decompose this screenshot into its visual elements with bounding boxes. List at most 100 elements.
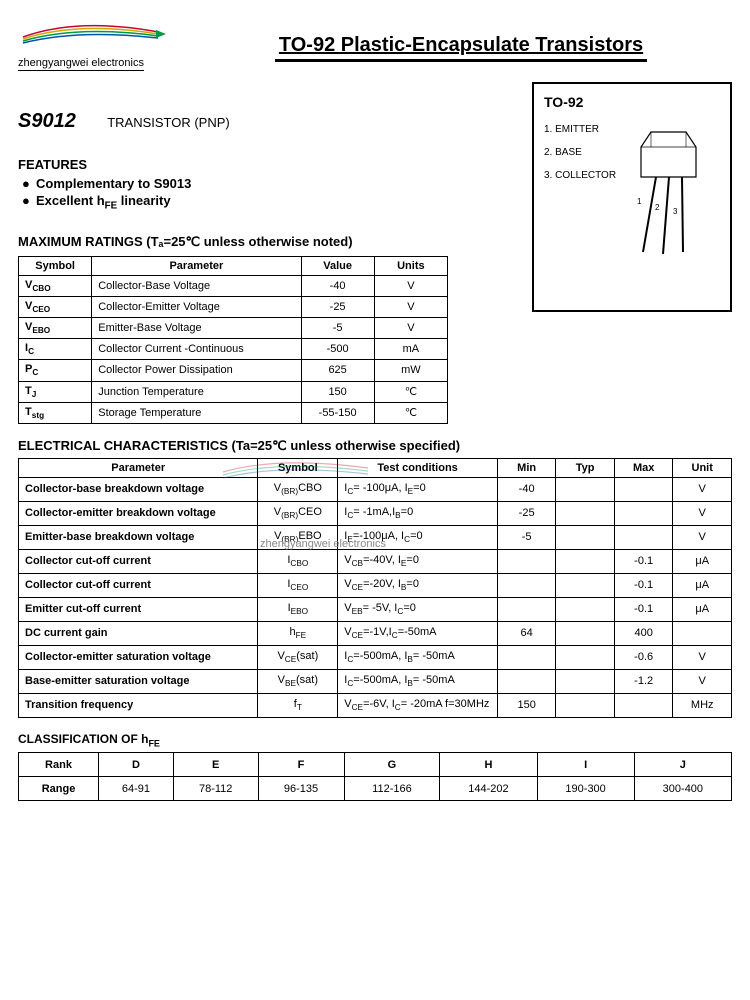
cell-value: -40 (301, 275, 374, 296)
cell-symbol: ICBO (258, 549, 338, 573)
cell-typ (556, 597, 615, 621)
cell-unit: ℃ (374, 402, 447, 423)
col-max: Max (614, 458, 673, 477)
col-unit: Unit (673, 458, 732, 477)
cell-min: -40 (497, 477, 556, 501)
feature-item: ●Excellent hFE linearity (22, 193, 514, 212)
title-wrap: TO-92 Plastic-Encapsulate Transistors (190, 34, 732, 62)
cell-max (614, 525, 673, 549)
cell-param: Collector-Emitter Voltage (92, 296, 301, 317)
cell-range: 112-166 (344, 777, 440, 801)
cell-symbol: TJ (19, 381, 92, 402)
cell-symbol: IEBO (258, 597, 338, 621)
cell-min: -25 (497, 501, 556, 525)
cell-unit: mW (374, 360, 447, 381)
brand-logo: zhengyangwei electronics (18, 12, 178, 62)
part-type: TRANSISTOR (PNP) (107, 115, 230, 130)
cell-unit: V (673, 669, 732, 693)
package-box: TO-92 1. EMITTER 2. BASE 3. COLLECTOR 1 … (532, 82, 732, 312)
cell-min: -5 (497, 525, 556, 549)
col-header: I (537, 753, 634, 777)
cell-symbol: VCE(sat) (258, 645, 338, 669)
package-column: TO-92 1. EMITTER 2. BASE 3. COLLECTOR 1 … (532, 82, 732, 424)
cell-unit: V (673, 477, 732, 501)
cell-param: Transition frequency (19, 693, 258, 717)
cell-min (497, 573, 556, 597)
left-column: S9012 TRANSISTOR (PNP) FEATURES ●Complem… (18, 82, 514, 424)
col-min: Min (497, 458, 556, 477)
table-row: ICCollector Current -Continuous-500mA (19, 339, 448, 360)
cell-value: 625 (301, 360, 374, 381)
col-parameter: Parameter (92, 256, 301, 275)
cell-unit: V (673, 525, 732, 549)
cell-param: Emitter-base breakdown voltage (19, 525, 258, 549)
page-title: TO-92 Plastic-Encapsulate Transistors (275, 34, 647, 62)
col-header: F (258, 753, 344, 777)
cell-range: 190-300 (537, 777, 634, 801)
cell-min (497, 645, 556, 669)
cell-value: -5 (301, 317, 374, 338)
cell-symbol: IC (19, 339, 92, 360)
feature-text: Complementary to S9013 (36, 176, 191, 191)
cell-typ (556, 477, 615, 501)
cell-typ (556, 525, 615, 549)
cell-unit: V (374, 317, 447, 338)
cell-typ (556, 645, 615, 669)
svg-text:2: 2 (655, 203, 660, 212)
cell-symbol: PC (19, 360, 92, 381)
cell-unit: μA (673, 549, 732, 573)
svg-text:3: 3 (673, 207, 678, 216)
features-list: ●Complementary to S9013 ●Excellent hFE l… (22, 176, 514, 212)
cell-unit: V (374, 296, 447, 317)
cell-cond: VCE=-20V, IB=0 (338, 573, 498, 597)
cell-unit: μA (673, 573, 732, 597)
cell-symbol: VEBO (19, 317, 92, 338)
cell-param: Collector Current -Continuous (92, 339, 301, 360)
cell-value: 150 (301, 381, 374, 402)
cell-range: 96-135 (258, 777, 344, 801)
cell-param: Collector-emitter breakdown voltage (19, 501, 258, 525)
cell-cond: IC=-500mA, IB= -50mA (338, 645, 498, 669)
features-heading: FEATURES (18, 157, 514, 172)
cell-param: Base-emitter saturation voltage (19, 669, 258, 693)
table-row: VEBOEmitter-Base Voltage-5V (19, 317, 448, 338)
table-row: VCBOCollector-Base Voltage-40V (19, 275, 448, 296)
table-row: Collector-emitter breakdown voltageV(BR)… (19, 501, 732, 525)
cell-typ (556, 693, 615, 717)
table-row: Emitter-base breakdown voltageV(BR)EBOIE… (19, 525, 732, 549)
cell-param: Collector Power Dissipation (92, 360, 301, 381)
cell-max (614, 693, 673, 717)
table-row: VCEOCollector-Emitter Voltage-25V (19, 296, 448, 317)
logo-swirl-icon (18, 12, 178, 52)
cell-symbol: V(BR)EBO (258, 525, 338, 549)
header: zhengyangwei electronics TO-92 Plastic-E… (18, 12, 732, 62)
cell-max (614, 477, 673, 501)
feature-item: ●Complementary to S9013 (22, 176, 514, 191)
elec-table: Parameter Symbol Test conditions Min Typ… (18, 458, 732, 718)
cell-unit: V (673, 501, 732, 525)
cell-symbol: VCBO (19, 275, 92, 296)
part-row: S9012 TRANSISTOR (PNP) (18, 110, 514, 133)
cell-range: 144-202 (440, 777, 537, 801)
logo-watermark-icon (218, 450, 378, 486)
cell-param: Emitter cut-off current (19, 597, 258, 621)
table-row: TJJunction Temperature150℃ (19, 381, 448, 402)
cell-unit: ℃ (374, 381, 447, 402)
col-header: E (173, 753, 258, 777)
cell-unit: V (374, 275, 447, 296)
col-header: H (440, 753, 537, 777)
cell-typ (556, 549, 615, 573)
cell-max: -0.1 (614, 573, 673, 597)
cell-min (497, 669, 556, 693)
cell-param: Emitter-Base Voltage (92, 317, 301, 338)
top-section: S9012 TRANSISTOR (PNP) FEATURES ●Complem… (18, 82, 732, 424)
cell-range: 78-112 (173, 777, 258, 801)
cell-cond: VCE=-6V, IC= -20mA f=30MHz (338, 693, 498, 717)
cell-max: -0.1 (614, 549, 673, 573)
row-label: Range (19, 777, 99, 801)
table-row: Collector cut-off currentICEOVCE=-20V, I… (19, 573, 732, 597)
table-row: Transition frequencyfTVCE=-6V, IC= -20mA… (19, 693, 732, 717)
table-row: Emitter cut-off currentIEBOVEB= -5V, IC=… (19, 597, 732, 621)
cell-typ (556, 573, 615, 597)
cell-typ (556, 669, 615, 693)
